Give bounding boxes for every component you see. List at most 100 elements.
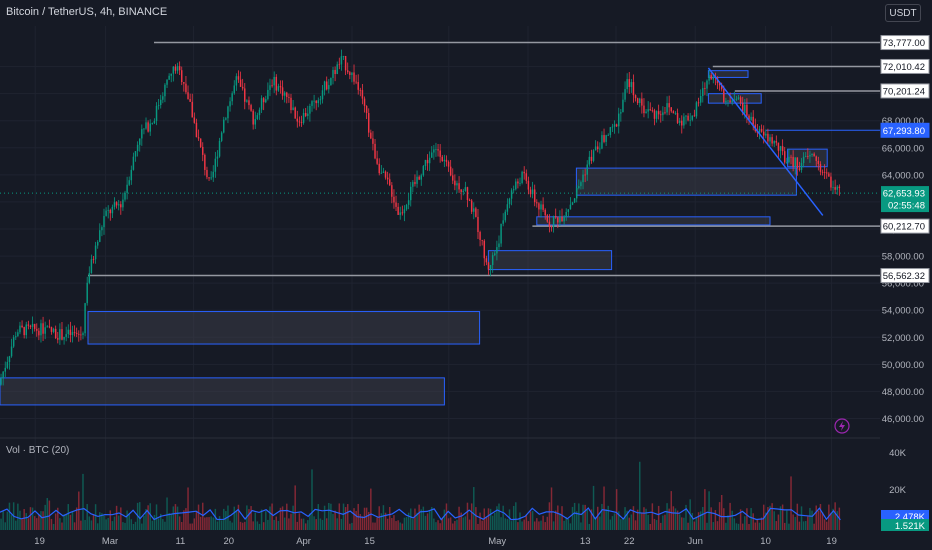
candle-body bbox=[220, 132, 223, 141]
volume-bar bbox=[99, 512, 101, 530]
candle-body bbox=[582, 174, 584, 183]
candle-body bbox=[336, 64, 338, 74]
candle-body bbox=[96, 241, 99, 246]
candle-body bbox=[367, 113, 370, 133]
candle-body bbox=[88, 273, 91, 283]
volume-bar bbox=[624, 507, 626, 530]
volume-bar bbox=[494, 512, 496, 530]
currency-button[interactable]: USDT bbox=[885, 4, 921, 22]
volume-bar bbox=[351, 522, 353, 530]
price-tags: 73,777.00 72,010.42 70,201.24 60,212.70 56,5… bbox=[880, 35, 930, 532]
candle-body bbox=[132, 156, 135, 170]
volume-bar bbox=[42, 511, 44, 530]
volume-bar bbox=[420, 509, 422, 530]
candle-body bbox=[691, 115, 694, 120]
volume-bar bbox=[748, 523, 750, 530]
volume-bar bbox=[714, 510, 717, 530]
symbol-title[interactable]: Bitcoin / TetherUS, 4h, BINANCE bbox=[6, 6, 168, 18]
candle-body bbox=[21, 325, 23, 328]
volume-bar bbox=[832, 508, 834, 530]
candle-body bbox=[389, 179, 391, 186]
volume-bar bbox=[183, 510, 185, 530]
volume-bar bbox=[239, 521, 242, 530]
candle-body bbox=[611, 126, 614, 128]
candle-body bbox=[735, 98, 738, 100]
candle-body bbox=[668, 103, 670, 108]
candle-body bbox=[271, 85, 273, 87]
candle-body bbox=[554, 216, 557, 218]
zone-box[interactable] bbox=[0, 377, 445, 406]
price-tick-label: 48,000.00 bbox=[882, 387, 924, 398]
candle-body bbox=[330, 77, 332, 86]
volume-indicator-title[interactable]: Vol · BTC (20) bbox=[6, 445, 70, 456]
volume-bar bbox=[325, 518, 328, 530]
candle-body bbox=[328, 85, 330, 90]
price-tick-label: 54,000.00 bbox=[882, 306, 924, 317]
candle-body bbox=[258, 109, 261, 116]
trendline[interactable] bbox=[707, 67, 824, 216]
volume-bar bbox=[134, 521, 137, 530]
candle-body bbox=[481, 239, 483, 241]
volume-bar bbox=[491, 515, 494, 530]
candle-body bbox=[479, 232, 481, 240]
volume-bar bbox=[546, 516, 549, 530]
volume-bar bbox=[519, 512, 521, 530]
horizontal-levels[interactable] bbox=[0, 41, 880, 277]
candle-body bbox=[796, 157, 799, 169]
candle-body bbox=[117, 204, 120, 206]
volume-bar bbox=[353, 508, 355, 530]
candle-body bbox=[613, 124, 616, 127]
candle-body bbox=[504, 211, 507, 221]
candle-body bbox=[325, 81, 328, 90]
time-axis[interactable]: 19 Mar 11 20 Apr 15 May 13 22 Jun 10 19 bbox=[0, 530, 880, 550]
volume-bar bbox=[117, 515, 120, 530]
candle-body bbox=[775, 141, 778, 143]
candle-body bbox=[592, 150, 595, 161]
supply-demand-zones[interactable] bbox=[0, 70, 828, 406]
volume-bar bbox=[403, 517, 406, 530]
volume-bar bbox=[15, 520, 17, 530]
zone-box[interactable] bbox=[575, 167, 797, 196]
volume-bar bbox=[487, 508, 490, 530]
volume-bar bbox=[611, 516, 614, 530]
zone-box[interactable] bbox=[487, 250, 613, 271]
candle-body bbox=[767, 133, 769, 142]
candle-body bbox=[817, 160, 820, 164]
candle-body bbox=[830, 176, 832, 188]
zone-box[interactable] bbox=[707, 70, 749, 78]
descending-trendline[interactable] bbox=[707, 67, 824, 216]
candle-body bbox=[277, 86, 280, 91]
volume-bar bbox=[164, 521, 166, 530]
time-tick-label: 15 bbox=[364, 536, 375, 547]
volume-bar bbox=[771, 503, 773, 530]
price-tick-label: 56,000.00 bbox=[882, 279, 924, 290]
zone-box[interactable] bbox=[536, 216, 771, 226]
candle-body bbox=[412, 182, 414, 187]
candle-body bbox=[838, 186, 841, 189]
volume-bar bbox=[50, 518, 53, 530]
candle-body bbox=[50, 327, 53, 332]
candle-body bbox=[548, 221, 551, 227]
candle-body bbox=[75, 332, 78, 334]
alert-icon[interactable] bbox=[834, 418, 850, 434]
level-price-tag-bg bbox=[880, 35, 930, 51]
candle-body bbox=[46, 326, 49, 328]
volume-bar bbox=[510, 521, 513, 530]
volume-bar bbox=[170, 514, 172, 530]
candle-body bbox=[365, 105, 368, 114]
volume-bar bbox=[582, 504, 584, 530]
zone-box[interactable] bbox=[87, 311, 481, 345]
volume-bar bbox=[59, 518, 61, 530]
candle-body bbox=[615, 124, 618, 127]
volume-bar bbox=[302, 518, 305, 530]
candle-body bbox=[500, 223, 502, 244]
volume-bar bbox=[660, 522, 662, 530]
candle-body bbox=[19, 325, 21, 333]
volume-ma-tag-bg bbox=[881, 519, 929, 531]
volume-bar bbox=[479, 512, 481, 530]
volume-bar bbox=[168, 513, 170, 530]
candle-body bbox=[267, 89, 269, 100]
candle-body bbox=[223, 119, 225, 133]
